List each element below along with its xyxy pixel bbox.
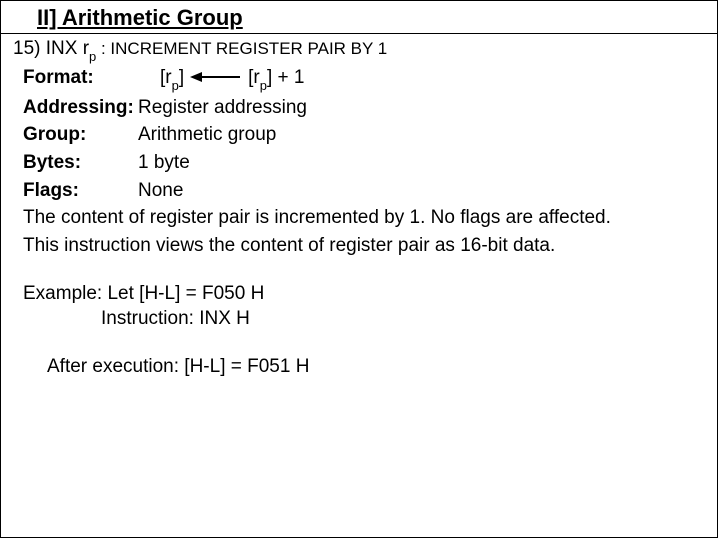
description-line-2: This instruction views the content of re… — [13, 233, 705, 259]
value-group: Arithmetic group — [138, 122, 705, 148]
row-bytes: Bytes: 1 byte — [13, 150, 705, 176]
format-lhs: [rp] — [160, 65, 184, 92]
example-block: Example: Let [H-L] = F050 H Instruction:… — [13, 281, 705, 332]
label-flags: Flags: — [13, 178, 138, 204]
label-format: Format: — [13, 65, 138, 92]
example-line-2: Instruction: INX H — [23, 306, 705, 332]
value-addressing: Register addressing — [138, 95, 705, 121]
value-bytes: 1 byte — [138, 150, 705, 176]
value-format: [rp] [rp] + 1 — [138, 65, 705, 92]
slide-page: II] Arithmetic Group 15) INX rp : INCREM… — [0, 0, 718, 538]
left-arrow-icon — [190, 66, 242, 92]
label-bytes: Bytes: — [13, 150, 138, 176]
content-area: 15) INX rp : INCREMENT REGISTER PAIR BY … — [1, 34, 717, 379]
title-suffix: : INCREMENT REGISTER PAIR BY 1 — [96, 39, 387, 58]
format-rhs: [rp] + 1 — [248, 65, 304, 92]
title-subscript: p — [89, 49, 96, 64]
section-heading: II] Arithmetic Group — [1, 1, 717, 33]
label-group: Group: — [13, 122, 138, 148]
row-format: Format: [rp] [rp] + 1 — [13, 65, 705, 92]
after-execution: After execution: [H-L] = F051 H — [13, 354, 705, 380]
row-addressing: Addressing: Register addressing — [13, 95, 705, 121]
description-line-1: The content of register pair is incremen… — [13, 205, 705, 231]
value-flags: None — [138, 178, 705, 204]
row-flags: Flags: None — [13, 178, 705, 204]
title-prefix: 15) INX r — [13, 38, 89, 59]
label-addressing: Addressing: — [13, 95, 138, 121]
example-line-1: Example: Let [H-L] = F050 H — [23, 281, 705, 307]
row-group: Group: Arithmetic group — [13, 122, 705, 148]
instruction-title: 15) INX rp : INCREMENT REGISTER PAIR BY … — [13, 36, 705, 63]
